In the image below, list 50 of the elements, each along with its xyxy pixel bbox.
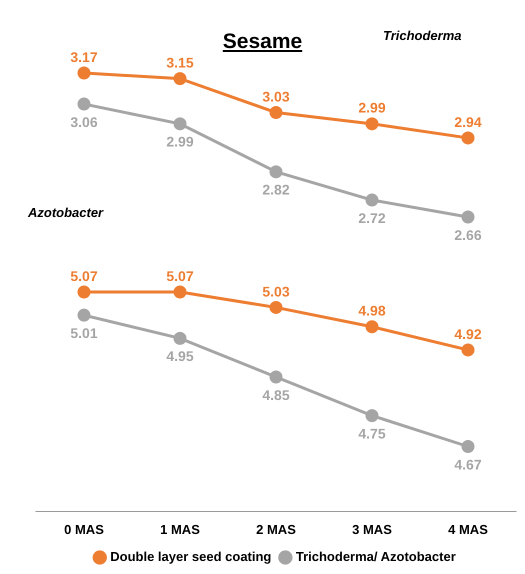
data-label: 2.99 [358, 100, 386, 116]
point [174, 286, 186, 298]
x-tick-label: 4 MAS [448, 522, 488, 537]
point [462, 343, 474, 356]
point [462, 131, 474, 144]
point [366, 320, 378, 334]
data-label: 4.67 [454, 456, 482, 472]
data-label: 4.98 [358, 302, 386, 319]
point [366, 117, 378, 130]
data-label: 4.85 [262, 386, 290, 403]
chart-title: Sesame [222, 30, 302, 53]
point [174, 72, 186, 86]
point [270, 300, 282, 314]
x-tick-label: 2 MAS [256, 522, 296, 537]
data-label: 5.07 [166, 268, 194, 284]
point [174, 332, 186, 345]
text: Trichoderma [383, 28, 462, 43]
point [462, 440, 474, 454]
data-label: 2.94 [454, 114, 482, 130]
data-label: 4.75 [358, 425, 386, 442]
annotation: Azotobacter [28, 205, 104, 220]
data-label: 2.72 [358, 210, 386, 226]
x-tick-label: 1 MAS [160, 522, 200, 537]
data-label: 3.03 [262, 88, 290, 104]
point [78, 98, 90, 111]
legend-label: Trichoderma/ Azotobacter [296, 549, 456, 564]
x-tick-label: 0 MAS [64, 522, 104, 537]
point [270, 370, 282, 384]
data-label: 3.15 [166, 54, 194, 71]
point [78, 66, 90, 80]
point [462, 210, 474, 224]
x-tick-label: 3 MAS [352, 522, 392, 537]
data-label: 2.66 [454, 226, 482, 243]
data-label: 4.92 [454, 326, 482, 342]
data-label: 5.03 [262, 283, 290, 300]
point [366, 409, 378, 422]
point [78, 286, 90, 298]
point [270, 165, 282, 178]
point [366, 194, 378, 207]
legend-label: Double layer seed coating [110, 549, 272, 564]
data-label: 4.95 [166, 348, 194, 364]
data-label: 3.17 [70, 48, 98, 65]
data-label: 3.06 [70, 114, 98, 130]
point [78, 308, 90, 322]
point [174, 117, 186, 130]
data-label: 2.99 [166, 134, 194, 150]
data-label: 2.82 [262, 182, 290, 198]
point [270, 106, 282, 120]
data-label: 5.07 [70, 268, 98, 284]
data-label: 5.01 [70, 325, 98, 342]
